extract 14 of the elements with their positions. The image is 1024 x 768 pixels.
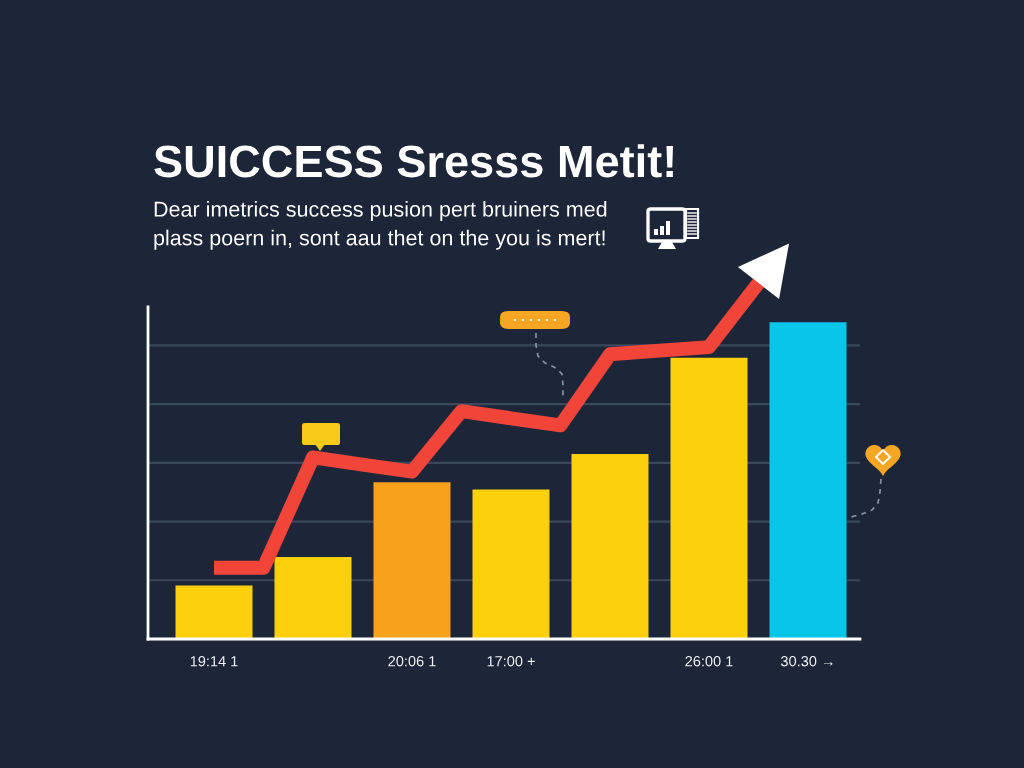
chart-title: SUICCESS Sresss Metit! bbox=[154, 144, 673, 178]
bar bbox=[373, 482, 451, 639]
bar bbox=[472, 489, 550, 639]
chart-subtitle: Dear imetrics success pusion pert bruiners med plass poern in, sont aau thet on the you is mert! bbox=[154, 201, 607, 250]
x-tick-label: 17:00 + bbox=[487, 656, 535, 667]
bar bbox=[769, 322, 847, 639]
bar bbox=[175, 585, 253, 639]
x-tick-label: 26:00 1 bbox=[685, 656, 733, 667]
x-tick-label: 30.30 → bbox=[780, 656, 833, 667]
x-tick-label: 19:14 1 bbox=[190, 656, 238, 667]
x-tick-label: 20:06 1 bbox=[388, 656, 436, 667]
bar bbox=[571, 453, 649, 639]
bar bbox=[670, 357, 748, 639]
bar bbox=[274, 557, 352, 639]
